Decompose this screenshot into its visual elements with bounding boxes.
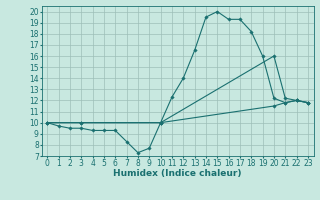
X-axis label: Humidex (Indice chaleur): Humidex (Indice chaleur) [113,169,242,178]
